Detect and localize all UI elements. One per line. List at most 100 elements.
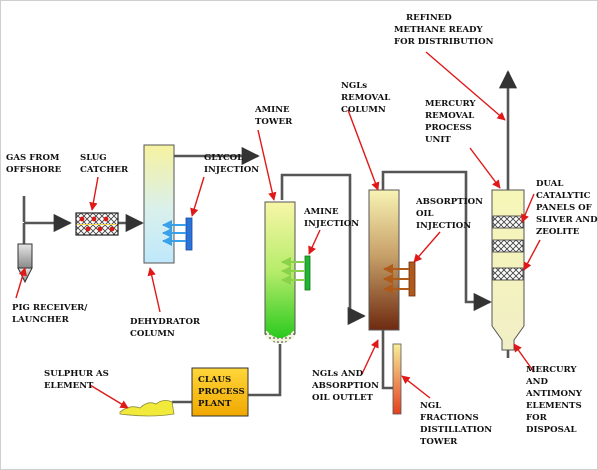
label-line: SULPHUR AS [44, 369, 109, 379]
label-absorption-oil-injection: ABSORPTION OIL INJECTION [415, 197, 486, 231]
pointer-refined-methane [425, 51, 506, 121]
label-line: ELEMENTS [526, 401, 582, 411]
label-line: SLIVER AND [536, 215, 598, 225]
absorption-oil-arrows [383, 264, 409, 294]
pig-receiver [17, 243, 33, 284]
pointer-fractions-tower [401, 375, 431, 399]
label-mercury-removal-unit: MERCURY REMOVAL PROCESS UNIT [425, 99, 479, 145]
label-line: NGL [420, 401, 441, 411]
pointer-ngl-column [347, 109, 380, 191]
pointer-mercury-unit [469, 147, 501, 189]
pointer-mercury-disposal [513, 343, 535, 373]
label-line: GLYCOL [204, 153, 243, 163]
label-line: DISPOSAL [526, 425, 577, 435]
label-line: LAUNCHER [12, 315, 70, 325]
pointer-pig-receiver [15, 267, 27, 299]
label-line: REMOVAL [341, 93, 390, 103]
label-line: TOWER [420, 437, 458, 447]
label-line: OFFSHORE [6, 165, 62, 175]
label-slug-catcher: SLUG CATCHER [80, 153, 129, 175]
pointer-amine-injection [308, 229, 321, 255]
label-line: ELEMENT [44, 381, 94, 391]
label-line: TOWER [255, 117, 293, 127]
amine-tower [264, 201, 296, 344]
label-dehydrator-column: DEHYDRATOR COLUMN [130, 317, 203, 339]
claus-process-plant [191, 367, 249, 417]
label-line: MERCURY [425, 99, 476, 109]
label-line: CATALYTIC [536, 191, 591, 201]
label-line: SLUG [80, 153, 107, 163]
label-pig-receiver: PIG RECEIVER/ LAUNCHER [12, 303, 90, 325]
pointer-ngl-outlet [361, 339, 379, 375]
ngl-fractions-tower [392, 343, 402, 415]
amine-injection-unit [304, 255, 311, 291]
label-line: DUAL [536, 179, 563, 189]
label-line: DEHYDRATOR [130, 317, 201, 327]
label-line: FOR DISTRIBUTION [394, 37, 494, 47]
label-line: ABSORPTION [415, 197, 483, 207]
label-amine-injection: AMINE INJECTION [303, 207, 359, 229]
label-line: FOR [526, 413, 548, 423]
label-line: FRACTIONS [420, 413, 479, 423]
label-ngl-fractions-tower: NGL FRACTIONS DISTILLATION TOWER [420, 401, 495, 447]
amine-injection-arrows [281, 257, 304, 285]
label-line: CLAUS [198, 375, 231, 385]
label-mercury-antimony-elements: MERCURY AND ANTIMONY ELEMENTS FOR DISPOS… [525, 365, 585, 435]
absorption-oil-injection-unit [408, 261, 416, 297]
label-line: PANELS OF [536, 203, 592, 213]
pointer-glycol-injection [190, 176, 205, 217]
pipe-ngl-to-mercury-unit [381, 170, 492, 312]
label-ngls-absorption-outlet: NGLs AND ABSORPTION OIL OUTLET [311, 369, 382, 403]
label-line: OIL OUTLET [312, 393, 374, 403]
label-line: PROCESS [425, 123, 472, 133]
label-line: INJECTION [416, 221, 471, 231]
label-line: ZEOLITE [536, 227, 580, 237]
label-line: NGLs AND [312, 369, 364, 379]
dehydrator-column [143, 144, 175, 264]
labels: REFINED METHANE READY FOR DISTRIBUTION N… [6, 13, 598, 447]
label-line: PROCESS [198, 387, 245, 397]
label-sulphur-as-element: SULPHUR AS ELEMENT [44, 369, 112, 391]
label-line: NGLs [341, 81, 367, 91]
pointer-sulphur [89, 384, 129, 409]
label-line: ABSORPTION [311, 381, 379, 391]
label-line: COLUMN [130, 329, 175, 339]
pointer-catalytic-panel-1 [521, 193, 535, 223]
label-glycol-injection: GLYCOL INJECTION [204, 153, 259, 175]
glycol-injection-unit [185, 217, 193, 251]
pointer-amine-tower [257, 129, 277, 201]
label-line: ANTIMONY [525, 389, 583, 399]
pointer-arrows [15, 51, 541, 409]
label-refined-methane: REFINED METHANE READY FOR DISTRIBUTION [394, 13, 494, 47]
label-line: AMINE [303, 207, 339, 217]
catalytic-panels [492, 215, 524, 281]
pointer-catalytic-panel-2 [523, 239, 541, 271]
pipe-ngl-to-fractions-tower [381, 330, 393, 390]
pipe-amine-to-ngl-column [280, 173, 366, 326]
label-claus-process-plant: CLAUS PROCESS PLANT [198, 375, 248, 409]
label-line: REFINED [406, 13, 452, 23]
label-line: METHANE READY [394, 25, 483, 35]
slug-catcher-dots [77, 216, 117, 232]
label-line: COLUMN [341, 105, 386, 115]
label-gas-from-offshore: GAS FROM OFFSHORE [6, 153, 62, 175]
pipe-amine-to-claus [248, 344, 282, 397]
label-line: REMOVAL [425, 111, 474, 121]
pointer-dehydrator [147, 267, 161, 313]
label-line: AMINE [254, 105, 290, 115]
label-line: OIL [416, 209, 434, 219]
ngl-removal-column [368, 189, 400, 331]
label-line: GAS FROM [6, 153, 60, 163]
label-amine-tower: AMINE TOWER [254, 105, 293, 127]
label-dual-catalytic-panels: DUAL CATALYTIC PANELS OF SLIVER AND ZEOL… [536, 179, 598, 237]
label-line: MERCURY [526, 365, 577, 375]
label-line: DISTILLATION [420, 425, 492, 435]
label-line: PIG RECEIVER/ [12, 303, 88, 313]
pointer-slug-catcher [89, 176, 99, 211]
label-line: CATCHER [80, 165, 129, 175]
sulphur-heap [119, 400, 175, 417]
label-line: INJECTION [204, 165, 259, 175]
glycol-injection-arrows [162, 220, 186, 246]
